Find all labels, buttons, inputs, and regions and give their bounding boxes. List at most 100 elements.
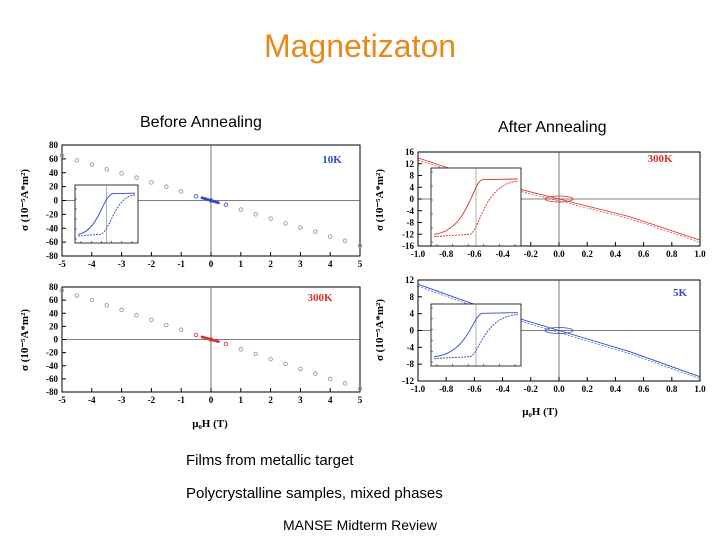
after-annealing-heading: After Annealing: [498, 119, 607, 136]
data-point: [104, 303, 109, 308]
y-tick-label: -20: [46, 348, 58, 358]
x-tick-label: 2: [268, 259, 273, 269]
temperature-label: 5K: [673, 287, 688, 299]
data-point: [178, 189, 184, 194]
note-metallic-target: Films from metallic target: [186, 452, 354, 469]
y-tick-label: -60: [46, 237, 58, 247]
slide-title: Magnetizaton: [263, 28, 457, 64]
data-point: [253, 212, 258, 217]
inset-curve-up: [433, 178, 519, 235]
y-tick-label: -60: [46, 374, 58, 384]
y-tick-label: 8: [410, 292, 415, 302]
x-tick-label: -0.6: [467, 249, 482, 259]
data-point-cluster: [217, 340, 220, 344]
temperature-label: 300K: [307, 292, 333, 304]
data-point: [134, 175, 139, 180]
data-point: [149, 180, 154, 185]
data-point: [238, 347, 243, 352]
y-tick-label: 40: [49, 308, 59, 318]
data-point: [268, 216, 273, 221]
inset-plot: [430, 167, 522, 247]
chart-after-5K: 12 8 4 0 -4 -8 -12-1.0 -0.8 -0.6 -0.4 -0.2 0.0 0.2 0.…: [374, 275, 706, 418]
inset-curve-down: [77, 194, 136, 237]
x-tick-label: -0.8: [439, 249, 454, 259]
x-tick-label: 4: [328, 259, 333, 269]
inset-plot: [74, 184, 139, 244]
data-point: [223, 202, 229, 207]
x-tick-label: -2: [148, 259, 156, 269]
chart-after-300K: 16 12 84 0 -4 -8-12 -16-1.0 -0.8 -0.6 -0.4 -0.2 0.0…: [374, 147, 706, 259]
x-tick-label: 0.6: [638, 384, 650, 394]
x-tick-label: -0.2: [524, 249, 539, 259]
data-point: [89, 297, 94, 303]
data-point: [313, 371, 318, 376]
y-tick-label: 80: [49, 282, 59, 292]
x-tick-label: 0.8: [666, 384, 678, 394]
data-point: [178, 327, 184, 332]
x-tick-label: -4: [88, 259, 96, 269]
x-tick-label: 1: [239, 395, 244, 405]
data-line-down: [417, 285, 701, 380]
before-annealing-heading: Before Annealing: [140, 114, 262, 131]
data-line-up: [417, 283, 701, 378]
x-tick-label: -1: [177, 395, 185, 405]
data-point: [89, 162, 94, 167]
x-tick-label: 5: [358, 259, 363, 269]
y-tick-label: 0: [410, 326, 415, 336]
x-tick-label: 0.2: [582, 384, 594, 394]
y-tick-label: 40: [49, 168, 59, 178]
x-tick-label: 0.6: [638, 249, 650, 259]
data-point: [298, 366, 303, 372]
data-point: [328, 376, 333, 382]
x-tick-label: 0.4: [610, 249, 622, 259]
data-point: [59, 153, 65, 158]
y-axis-label: σ (10⁻⁵A*m²): [374, 169, 386, 231]
x-axis-label: μ₀H (T): [522, 406, 558, 418]
data-point: [268, 356, 273, 362]
data-point: [357, 386, 363, 391]
x-tick-label: -2: [148, 395, 156, 405]
footer-text: MANSE Midterm Review: [282, 517, 438, 533]
data-point: [193, 332, 199, 338]
y-tick-label: 4: [410, 309, 415, 319]
data-point: [283, 221, 288, 226]
y-tick-label: -20: [46, 209, 58, 219]
inset-curve-down: [433, 180, 519, 238]
x-tick-label: 5: [358, 395, 363, 405]
data-point: [164, 322, 169, 328]
data-point: [193, 194, 199, 199]
data-point: [238, 207, 243, 212]
y-tick-label: 60: [49, 295, 59, 305]
x-tick-label: -1.0: [411, 249, 426, 259]
x-tick-label: 4: [328, 395, 333, 405]
data-point: [74, 293, 80, 298]
x-tick-label: 2: [268, 395, 273, 405]
x-tick-label: -5: [58, 395, 66, 405]
y-tick-label: 0: [54, 196, 59, 206]
y-tick-label: -8: [407, 218, 415, 228]
y-axis-label: σ (10⁻⁵A*m²): [374, 299, 386, 361]
x-tick-label: 0.0: [553, 384, 565, 394]
y-tick-label: -4: [407, 206, 415, 216]
data-point: [149, 317, 154, 323]
x-tick-label: -1: [177, 259, 185, 269]
x-tick-label: 0: [209, 395, 214, 405]
x-tick-label: -0.2: [524, 384, 539, 394]
data-point: [283, 361, 288, 366]
x-tick-label: -1.0: [411, 384, 426, 394]
chart-before-10K: 80 60 40 20 0 -20 -40 -60 -80-5 -4 -3 -2 -1 0 1 2 3 4 5 σ (…: [19, 140, 363, 269]
x-tick-label: 1: [239, 259, 244, 269]
x-tick-label: 0.0: [553, 249, 565, 259]
data-point: [342, 381, 348, 386]
y-tick-label: -80: [46, 387, 58, 397]
y-tick-label: 8: [410, 171, 415, 181]
data-point: [74, 158, 80, 163]
inset-plot: [430, 303, 522, 367]
y-tick-label: -12: [402, 229, 414, 239]
hysteresis-loop: [544, 195, 574, 203]
data-point: [119, 171, 124, 176]
x-axis-label: μ₀H (T): [192, 418, 228, 430]
inset-curve-up: [77, 192, 136, 235]
x-tick-label: 1.0: [694, 249, 706, 259]
